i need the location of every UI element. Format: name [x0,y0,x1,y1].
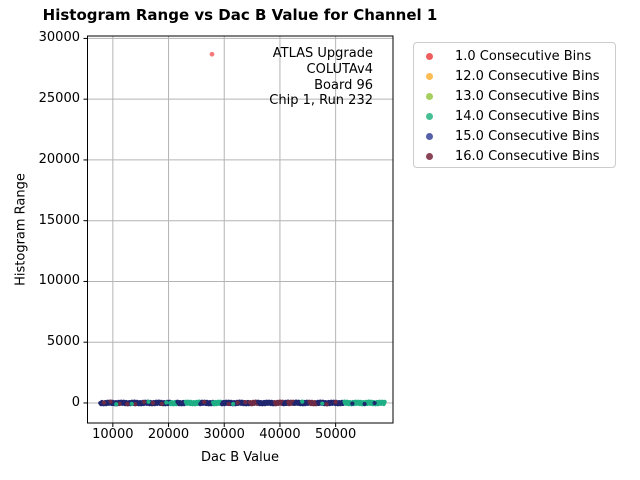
data-point [362,401,367,407]
legend-item-label: 12.0 Consecutive Bins [455,68,600,84]
x-tick-label: 10000 [92,427,134,442]
data-point [101,400,107,405]
legend-item: 1.0 Consecutive Bins [414,46,615,66]
annotation-line: COLUTAv4 [306,61,373,77]
legend-item-label: 16.0 Consecutive Bins [455,148,600,164]
annotation-text: ATLAS Upgrade COLUTAv4 Board 96 Chip 1, Run… [173,46,373,109]
legend-item: 14.0 Consecutive Bins [414,106,615,126]
legend-marker-icon [426,112,433,120]
data-point [164,400,169,405]
legend-item-label: 14.0 Consecutive Bins [455,108,600,124]
data-point [150,400,156,406]
x-tick-label: 50000 [314,427,357,442]
x-tick-label: 40000 [259,427,301,442]
data-point [235,400,240,405]
data-point [159,401,164,406]
legend-item: 12.0 Consecutive Bins [414,66,615,86]
legend-marker-icon [426,152,433,160]
chart-title: Histogram Range vs Dac B Value for Chann… [42,6,438,24]
data-point [372,400,377,406]
legend: 1.0 Consecutive Bins 12.0 Consecutive Bin… [413,42,616,168]
legend-item-label: 1.0 Consecutive Bins [455,48,592,64]
legend-item: 15.0 Consecutive Bins [414,126,615,146]
data-point [382,399,387,404]
legend-item-label: 13.0 Consecutive Bins [455,88,600,104]
y-tick-label: 5000 [46,334,80,350]
x-axis-label: Dac B Value [200,450,279,465]
annotation-line: Chip 1, Run 232 [269,93,373,109]
data-point [114,402,119,407]
data-point [324,402,329,407]
y-tick-label: 0 [71,394,80,410]
data-point [117,401,122,406]
y-tick-label: 10000 [38,273,80,289]
legend-marker-icon [426,72,433,80]
y-tick-label: 30000 [38,30,80,46]
legend-item: 16.0 Consecutive Bins [414,146,615,166]
data-point [125,402,130,407]
data-point [129,401,134,407]
data-point [141,399,147,405]
data-point [333,399,338,405]
legend-item: 13.0 Consecutive Bins [414,86,615,106]
x-tick-label: 30000 [203,427,245,442]
data-point [108,399,113,404]
y-tick-label: 25000 [38,91,80,107]
annotation-line: ATLAS Upgrade [272,46,373,61]
data-point [133,402,138,407]
data-point [146,399,151,404]
data-point [202,399,207,405]
legend-marker-icon [426,132,433,140]
data-point [231,401,236,407]
y-tick-label: 15000 [38,212,80,228]
data-point [226,401,231,407]
legend-item-label: 15.0 Consecutive Bins [455,128,600,144]
data-point [300,399,305,404]
data-point [243,399,248,405]
x-tick-label: 20000 [147,427,190,442]
data-point [209,51,215,57]
annotation-line: Board 96 [314,77,373,93]
legend-marker-icon [426,92,433,100]
data-point [350,401,355,406]
y-tick-label: 20000 [38,151,80,167]
legend-marker-icon [426,52,433,60]
data-point [320,401,325,406]
plot-border [87,35,394,424]
